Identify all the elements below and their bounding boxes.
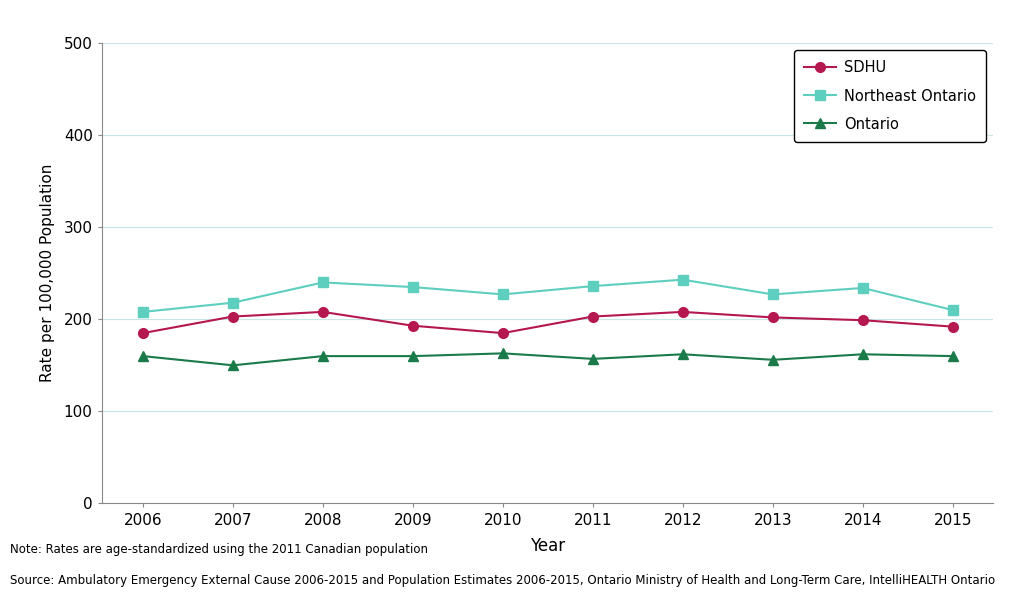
SDHU — [226, 313, 239, 321]
Ontario — [767, 356, 779, 363]
Northeast Ontario — [677, 276, 689, 284]
Northeast Ontario — [316, 279, 329, 286]
Text: Note: Rates are age-standardized using the 2011 Canadian population: Note: Rates are age-standardized using t… — [10, 543, 428, 556]
SDHU — [407, 322, 419, 329]
Legend: SDHU, Northeast Ontario, Ontario: SDHU, Northeast Ontario, Ontario — [795, 50, 986, 142]
Northeast Ontario — [587, 282, 599, 290]
Northeast Ontario — [767, 291, 779, 298]
Northeast Ontario — [857, 284, 869, 292]
SDHU — [497, 329, 509, 336]
Northeast Ontario — [946, 306, 958, 314]
Northeast Ontario — [226, 299, 239, 306]
SDHU — [946, 323, 958, 330]
Northeast Ontario — [407, 284, 419, 291]
Ontario — [226, 362, 239, 369]
Northeast Ontario — [497, 291, 509, 298]
Ontario — [857, 351, 869, 358]
SDHU — [137, 329, 150, 336]
Line: Northeast Ontario: Northeast Ontario — [138, 275, 957, 317]
Ontario — [946, 352, 958, 360]
Northeast Ontario — [137, 308, 150, 316]
Line: SDHU: SDHU — [138, 307, 957, 338]
X-axis label: Year: Year — [530, 537, 565, 554]
Ontario — [587, 355, 599, 362]
Y-axis label: Rate per 100,000 Population: Rate per 100,000 Population — [40, 164, 55, 383]
SDHU — [316, 308, 329, 316]
Ontario — [677, 351, 689, 358]
Ontario — [407, 352, 419, 360]
SDHU — [767, 314, 779, 321]
Line: Ontario: Ontario — [138, 349, 957, 370]
Ontario — [316, 352, 329, 360]
SDHU — [587, 313, 599, 321]
Ontario — [497, 349, 509, 357]
SDHU — [677, 308, 689, 316]
Ontario — [137, 352, 150, 360]
Text: Source: Ambulatory Emergency External Cause 2006-2015 and Population Estimates 2: Source: Ambulatory Emergency External Ca… — [10, 574, 995, 587]
SDHU — [857, 317, 869, 324]
